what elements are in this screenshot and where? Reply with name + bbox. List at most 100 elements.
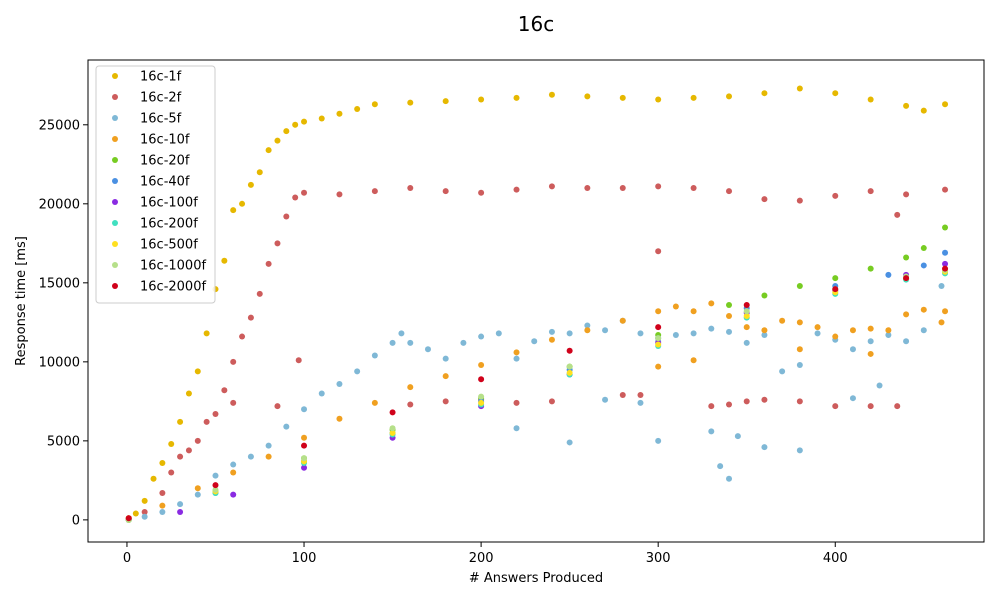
data-point bbox=[832, 192, 839, 199]
data-point bbox=[867, 96, 874, 103]
data-point bbox=[584, 322, 591, 329]
y-tick-label: 15000 bbox=[39, 276, 80, 291]
data-point bbox=[942, 224, 949, 231]
data-point bbox=[885, 271, 892, 278]
data-point bbox=[761, 331, 768, 338]
data-point bbox=[424, 346, 431, 353]
data-point bbox=[796, 319, 803, 326]
series-16c-5f bbox=[125, 282, 945, 523]
data-point bbox=[726, 188, 733, 195]
data-point bbox=[942, 265, 949, 272]
data-point bbox=[832, 286, 839, 293]
data-point bbox=[212, 472, 219, 479]
legend-label: 16c-500f bbox=[140, 238, 198, 253]
data-point bbox=[796, 398, 803, 405]
data-point bbox=[761, 90, 768, 97]
data-point bbox=[690, 94, 697, 101]
plot-area bbox=[87, 59, 985, 543]
legend-marker bbox=[112, 220, 118, 226]
data-point bbox=[460, 339, 467, 346]
data-point bbox=[655, 96, 662, 103]
legend: 16c-1f 16c-2f 16c-5f 16c-10f 16c-20f 16c-40f 1… bbox=[95, 65, 216, 304]
data-point bbox=[796, 197, 803, 204]
data-point bbox=[230, 207, 237, 214]
data-point bbox=[336, 191, 343, 198]
legend-marker bbox=[112, 262, 118, 268]
data-point bbox=[548, 91, 555, 98]
chart-title: 16c bbox=[518, 12, 554, 36]
data-point bbox=[203, 418, 210, 425]
data-point bbox=[832, 333, 839, 340]
legend-marker bbox=[112, 199, 118, 205]
data-point bbox=[867, 338, 874, 345]
x-tick-label: 0 bbox=[123, 551, 131, 566]
data-point bbox=[513, 399, 520, 406]
data-point bbox=[256, 290, 263, 297]
data-point bbox=[637, 392, 644, 399]
data-point bbox=[655, 341, 662, 348]
legend-marker bbox=[112, 241, 118, 247]
data-point bbox=[726, 401, 733, 408]
legend-marker bbox=[112, 115, 118, 121]
data-point bbox=[743, 339, 750, 346]
legend-label: 16c-20f bbox=[140, 154, 190, 169]
data-point bbox=[203, 330, 210, 337]
data-point bbox=[726, 301, 733, 308]
series-16c-1f bbox=[125, 85, 949, 522]
series-16c-2000f bbox=[125, 265, 949, 522]
data-point bbox=[265, 442, 272, 449]
data-point bbox=[292, 194, 299, 201]
data-point bbox=[274, 403, 281, 410]
series-16c-500f bbox=[125, 268, 949, 523]
data-point bbox=[185, 390, 192, 397]
data-point bbox=[301, 464, 308, 471]
legend-label: 16c-10f bbox=[140, 133, 190, 148]
legend-label: 16c-1000f bbox=[140, 259, 206, 274]
data-point bbox=[371, 101, 378, 108]
data-point bbox=[389, 429, 396, 436]
data-point bbox=[779, 317, 786, 324]
data-point bbox=[336, 415, 343, 422]
data-point bbox=[726, 93, 733, 100]
data-point bbox=[247, 314, 254, 321]
data-point bbox=[513, 186, 520, 193]
data-point bbox=[637, 330, 644, 337]
data-point bbox=[513, 355, 520, 362]
data-point bbox=[566, 347, 573, 354]
data-point bbox=[796, 447, 803, 454]
data-point bbox=[903, 338, 910, 345]
legend-marker bbox=[112, 157, 118, 163]
data-point bbox=[867, 188, 874, 195]
data-point bbox=[230, 469, 237, 476]
data-point bbox=[761, 396, 768, 403]
data-point bbox=[212, 486, 219, 493]
data-point bbox=[566, 439, 573, 446]
data-point bbox=[159, 490, 166, 497]
data-point bbox=[584, 185, 591, 192]
data-point bbox=[301, 455, 308, 462]
data-point bbox=[247, 453, 254, 460]
data-point bbox=[920, 245, 927, 252]
data-point bbox=[442, 373, 449, 380]
data-point bbox=[292, 121, 299, 128]
series-16c-200f bbox=[125, 270, 949, 523]
data-point bbox=[495, 330, 502, 337]
data-point bbox=[942, 308, 949, 315]
legend-marker bbox=[112, 178, 118, 184]
data-point bbox=[655, 248, 662, 255]
data-point bbox=[717, 463, 724, 470]
data-point bbox=[690, 357, 697, 364]
data-point bbox=[814, 324, 821, 331]
data-point bbox=[301, 406, 308, 413]
data-point bbox=[743, 398, 750, 405]
y-tick-label: 0 bbox=[72, 513, 80, 528]
data-point bbox=[168, 469, 175, 476]
data-point bbox=[371, 352, 378, 359]
data-point bbox=[726, 475, 733, 482]
data-point bbox=[168, 441, 175, 448]
data-point bbox=[141, 497, 148, 504]
data-point bbox=[832, 90, 839, 97]
data-point bbox=[690, 330, 697, 337]
data-point bbox=[655, 308, 662, 315]
